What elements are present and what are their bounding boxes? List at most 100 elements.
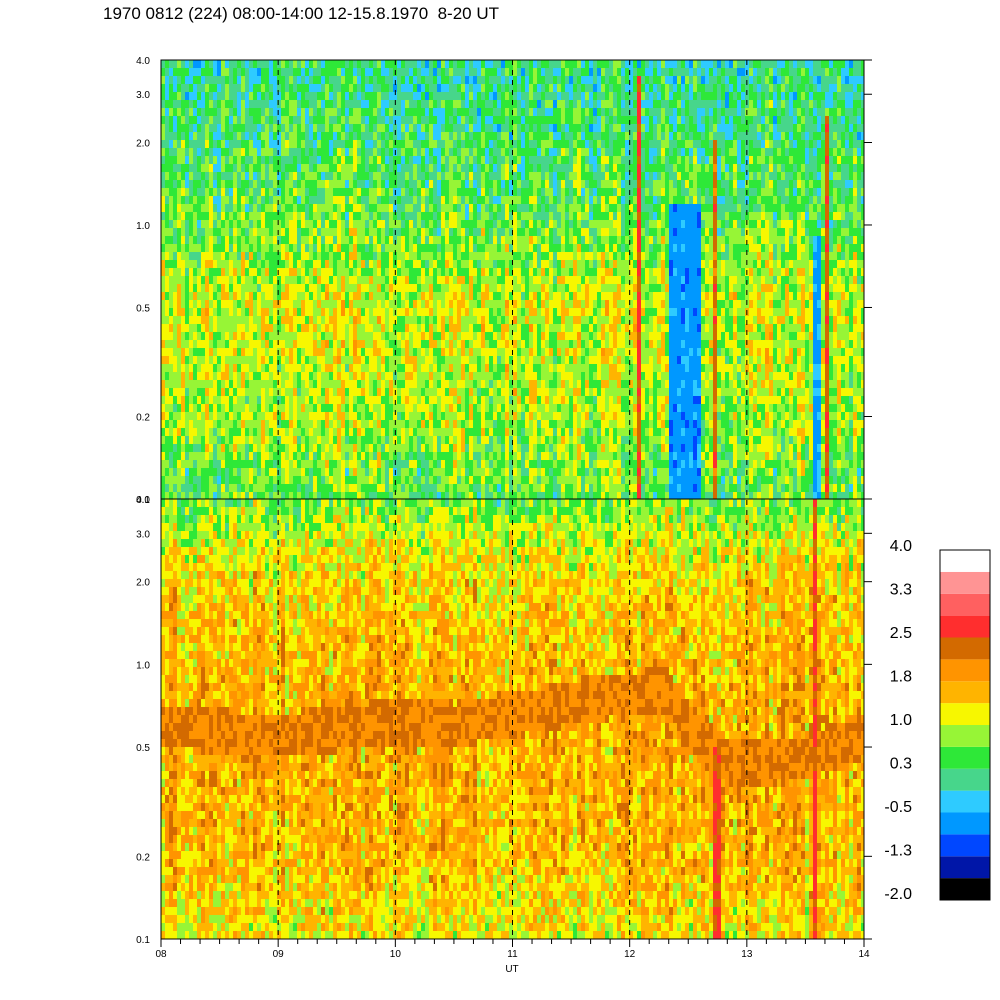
heatmap-cell: [449, 204, 453, 212]
heatmap-cell: [265, 188, 269, 196]
heatmap-cell: [441, 100, 445, 108]
heatmap-cell: [277, 428, 281, 436]
heatmap-cell: [321, 324, 325, 332]
heatmap-cell: [253, 100, 257, 108]
heatmap-cell: [521, 116, 525, 124]
heatmap-cell: [365, 308, 369, 316]
heatmap-cell: [313, 372, 317, 380]
heatmap-cell: [353, 252, 357, 260]
heatmap-cell: [321, 244, 325, 252]
heatmap-cell: [281, 340, 285, 348]
heatmap-cell: [297, 436, 301, 444]
heatmap-cell: [373, 324, 377, 332]
heatmap-cell: [325, 308, 329, 316]
heatmap-cell: [377, 244, 381, 252]
heatmap-cell: [405, 444, 409, 452]
heatmap-cell: [501, 228, 505, 236]
heatmap-cell: [177, 180, 181, 188]
heatmap-cell: [353, 324, 357, 332]
heatmap-cell: [209, 148, 213, 156]
heatmap-cell: [197, 404, 201, 412]
heatmap-cell: [213, 68, 217, 76]
heatmap-cell: [413, 380, 417, 388]
heatmap-cell: [253, 228, 257, 236]
heatmap-cell: [513, 388, 517, 396]
heatmap-cell: [421, 428, 425, 436]
heatmap-cell: [509, 492, 513, 499]
heatmap-cell: [237, 100, 241, 108]
heatmap-cell: [193, 300, 197, 308]
heatmap-cell: [173, 444, 177, 452]
heatmap-cell: [173, 396, 177, 404]
heatmap-cell: [301, 196, 305, 204]
heatmap-cell: [389, 284, 393, 292]
heatmap-cell: [345, 84, 349, 92]
heatmap-cell: [453, 204, 457, 212]
heatmap-cell: [345, 380, 349, 388]
heatmap-cell: [397, 92, 401, 100]
heatmap-cell: [465, 228, 469, 236]
heatmap-cell: [481, 388, 485, 396]
heatmap-cell: [165, 140, 169, 148]
heatmap-cell: [253, 276, 257, 284]
heatmap-cell: [181, 76, 185, 84]
heatmap-cell: [165, 76, 169, 84]
heatmap-cell: [469, 196, 473, 204]
heatmap-cell: [381, 308, 385, 316]
heatmap-cell: [197, 300, 201, 308]
heatmap-cell: [509, 68, 513, 76]
heatmap-cell: [517, 420, 521, 428]
heatmap-cell: [409, 84, 413, 92]
heatmap-cell: [333, 140, 337, 148]
heatmap-cell: [493, 444, 497, 452]
heatmap-cell: [433, 476, 437, 484]
heatmap-cell: [269, 108, 273, 116]
heatmap-cell: [193, 404, 197, 412]
heatmap-cell: [341, 60, 345, 68]
heatmap-cell: [505, 364, 509, 372]
heatmap-cell: [509, 380, 513, 388]
heatmap-cell: [237, 68, 241, 76]
heatmap-cell: [257, 188, 261, 196]
heatmap-cell: [397, 452, 401, 460]
heatmap-cell: [293, 60, 297, 68]
heatmap-cell: [397, 188, 401, 196]
heatmap-cell: [349, 260, 353, 268]
heatmap-cell: [281, 356, 285, 364]
heatmap-cell: [241, 444, 245, 452]
heatmap-cell: [261, 60, 265, 68]
heatmap-cell: [253, 428, 257, 436]
heatmap-cell: [353, 84, 357, 92]
heatmap-cell: [449, 388, 453, 396]
heatmap-cell: [457, 124, 461, 132]
heatmap-cell: [305, 196, 309, 204]
heatmap-cell: [269, 284, 273, 292]
heatmap-cell: [201, 436, 205, 444]
heatmap-cell: [509, 164, 513, 172]
heatmap-cell: [509, 196, 513, 204]
heatmap-cell: [429, 164, 433, 172]
heatmap-cell: [321, 220, 325, 228]
heatmap-cell: [257, 308, 261, 316]
heatmap-cell: [209, 164, 213, 172]
heatmap-cell: [305, 244, 309, 252]
heatmap-cell: [213, 412, 217, 420]
heatmap-cell: [337, 260, 341, 268]
heatmap-cell: [369, 276, 373, 284]
heatmap-cell: [473, 84, 477, 92]
heatmap-cell: [289, 260, 293, 268]
heatmap-cell: [413, 188, 417, 196]
heatmap-cell: [177, 212, 181, 220]
heatmap-cell: [425, 244, 429, 252]
heatmap-cell: [205, 404, 209, 412]
heatmap-cell: [445, 220, 449, 228]
heatmap-cell: [297, 444, 301, 452]
heatmap-cell: [285, 468, 289, 476]
heatmap-cell: [189, 60, 193, 68]
heatmap-cell: [185, 124, 189, 132]
heatmap-cell: [205, 196, 209, 204]
heatmap-cell: [413, 492, 417, 499]
heatmap-cell: [249, 84, 253, 92]
heatmap-cell: [209, 476, 213, 484]
heatmap-cell: [265, 308, 269, 316]
